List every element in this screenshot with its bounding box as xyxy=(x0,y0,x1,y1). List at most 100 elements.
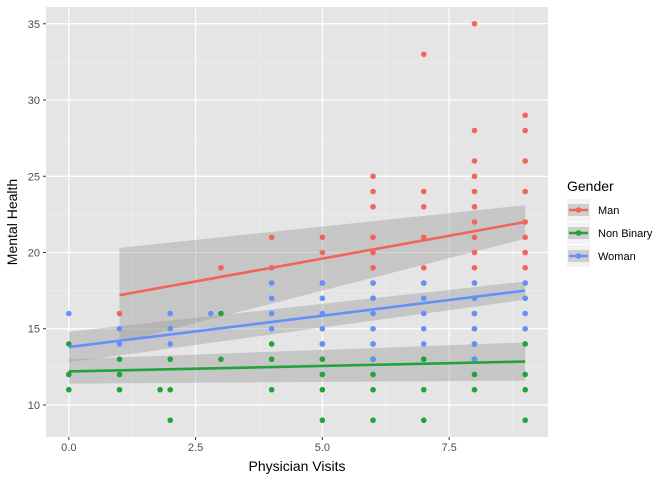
legend-label: Man xyxy=(598,205,619,217)
data-point xyxy=(218,310,224,317)
trend-line xyxy=(68,360,526,373)
data-point xyxy=(370,203,376,210)
x-tick-label: 0.0 xyxy=(61,442,76,454)
data-point xyxy=(420,325,427,332)
data-point xyxy=(471,20,478,27)
data-point xyxy=(370,280,376,286)
data-point xyxy=(370,341,376,347)
data-point xyxy=(116,386,123,393)
y-tick-label: 25 xyxy=(28,171,40,183)
legend-label: Woman xyxy=(598,251,636,263)
legend-key-point xyxy=(575,207,582,213)
x-axis-label: Physician Visits xyxy=(248,458,345,474)
data-point xyxy=(471,280,478,286)
data-point xyxy=(370,264,376,271)
data-point xyxy=(319,417,326,424)
data-point xyxy=(522,264,528,271)
data-point xyxy=(471,249,478,256)
data-point xyxy=(370,234,376,241)
data-point xyxy=(471,173,478,180)
data-point xyxy=(522,371,528,378)
data-point xyxy=(522,280,528,286)
minor-gridlines xyxy=(46,7,548,437)
data-point xyxy=(471,310,478,317)
data-point xyxy=(471,325,478,332)
y-tick-label: 35 xyxy=(28,19,40,31)
data-point xyxy=(167,417,174,424)
data-point xyxy=(268,356,275,363)
data-point xyxy=(522,234,528,241)
x-tick-label: 7.5 xyxy=(441,442,456,454)
data-point xyxy=(268,280,275,286)
data-point xyxy=(370,188,376,195)
data-point xyxy=(471,234,478,241)
data-point xyxy=(116,341,123,347)
data-point xyxy=(420,417,427,424)
y-tick-label: 10 xyxy=(28,400,40,412)
data-point xyxy=(319,386,326,393)
data-point xyxy=(167,310,174,317)
data-point xyxy=(319,325,326,332)
data-point xyxy=(268,234,275,241)
data-point xyxy=(268,341,275,347)
data-point xyxy=(420,295,427,302)
data-point xyxy=(522,310,528,317)
data-point xyxy=(522,295,528,302)
data-point xyxy=(167,325,174,332)
data-point xyxy=(66,310,72,317)
data-point xyxy=(420,341,427,347)
data-point xyxy=(522,417,528,424)
data-point xyxy=(471,386,478,393)
data-point xyxy=(167,356,174,363)
data-point xyxy=(420,280,427,286)
data-point xyxy=(471,371,478,378)
data-point xyxy=(420,51,427,58)
data-point xyxy=(471,219,478,225)
data-point xyxy=(420,188,427,195)
data-point xyxy=(319,280,326,286)
data-point xyxy=(522,127,528,134)
data-point xyxy=(370,325,376,332)
data-point xyxy=(157,386,163,393)
data-point xyxy=(471,203,478,210)
x-tick-label: 5.0 xyxy=(315,442,330,454)
data-point xyxy=(116,310,123,317)
legend-label: Non Binary xyxy=(598,228,653,240)
data-point xyxy=(471,188,478,195)
data-point xyxy=(370,249,376,256)
y-tick-label: 30 xyxy=(28,95,40,107)
trend-line xyxy=(119,220,526,297)
data-point xyxy=(167,386,174,393)
data-point xyxy=(471,158,478,164)
data-point xyxy=(522,325,528,332)
legend-title: Gender xyxy=(567,178,614,194)
data-point xyxy=(268,325,275,332)
data-point xyxy=(319,356,326,363)
data-point xyxy=(370,173,376,180)
confidence-band xyxy=(68,281,526,363)
data-point xyxy=(522,188,528,195)
legend-key-point xyxy=(575,253,582,259)
data-point xyxy=(66,341,72,347)
data-point xyxy=(370,356,376,363)
data-point xyxy=(522,158,528,164)
data-point xyxy=(319,234,326,241)
data-point xyxy=(66,371,72,378)
data-point xyxy=(471,127,478,134)
y-tick-label: 20 xyxy=(28,247,40,259)
data-point xyxy=(420,310,427,317)
data-point xyxy=(218,356,224,363)
data-point xyxy=(471,356,478,363)
data-point xyxy=(268,310,275,317)
data-point xyxy=(420,356,427,363)
trend-line xyxy=(68,289,526,349)
y-axis-label: Mental Health xyxy=(4,179,20,265)
data-point xyxy=(319,295,326,302)
data-point xyxy=(319,371,326,378)
legend: Gender Man Non Binary Woman xyxy=(567,178,653,267)
y-tick-label: 15 xyxy=(28,324,40,336)
major-gridlines xyxy=(46,7,548,437)
data-point xyxy=(319,341,326,347)
data-point xyxy=(167,341,174,347)
trend-lines xyxy=(68,220,526,373)
